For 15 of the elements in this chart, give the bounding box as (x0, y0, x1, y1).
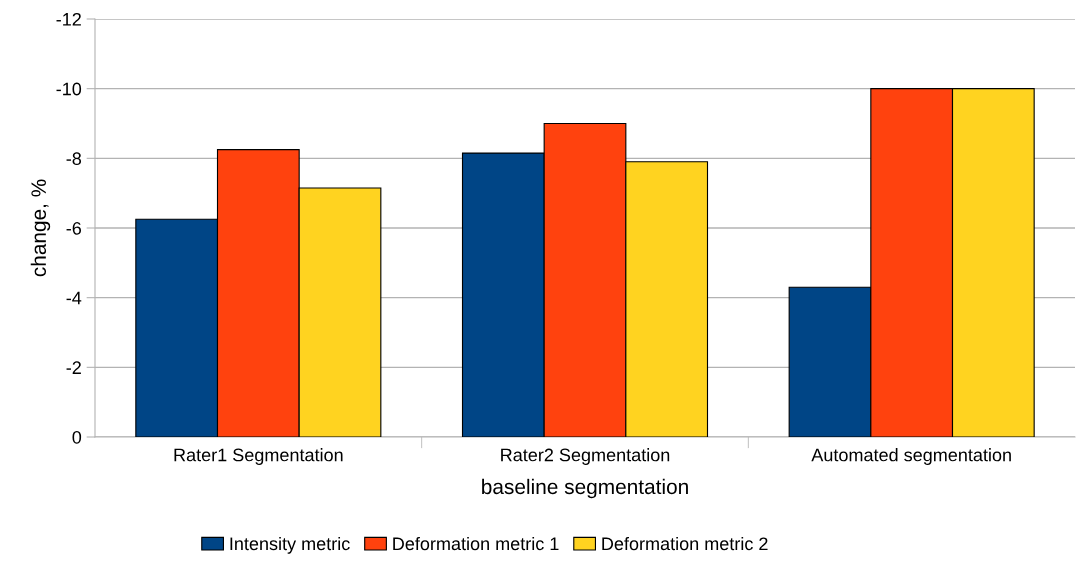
legend-label: Deformation metric 1 (393, 536, 559, 551)
y-tick-label: -6 (66, 221, 82, 235)
x-tick-label: Automated segmentation (811, 448, 1011, 465)
x-axis-title: baseline segmentation (482, 478, 688, 499)
y-axis-title: change, % (30, 179, 51, 277)
y-tick-label: -2 (66, 361, 81, 374)
y-tick-label: 0 (72, 430, 82, 444)
legend-label: Deformation metric 2 (602, 536, 768, 551)
y-tick-label: -8 (66, 152, 82, 166)
y-tick-label: -10 (56, 82, 82, 96)
x-tick-label: Rater1 Segmentation (174, 448, 343, 465)
y-tick-label: -12 (56, 12, 81, 26)
y-tick-label: -4 (66, 291, 82, 305)
x-tick-label: Rater2 Segmentation (501, 448, 670, 465)
legend-label: Intensity metric (230, 536, 350, 554)
